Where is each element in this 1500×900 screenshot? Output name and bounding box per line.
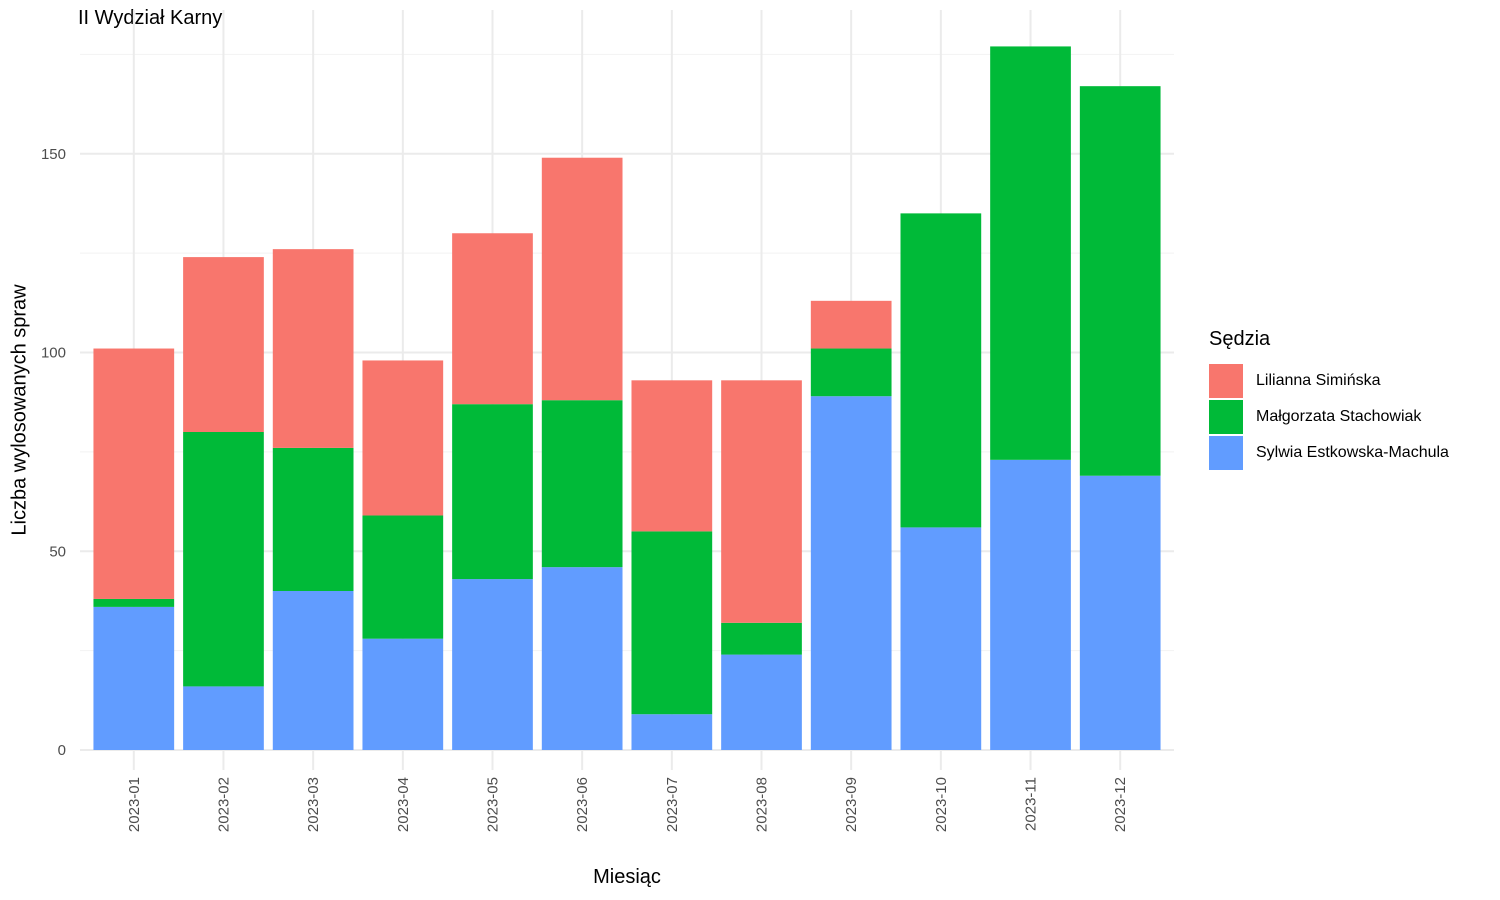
bar-segment <box>810 348 892 397</box>
x-tick-label: 2023-11 <box>1023 777 1040 831</box>
chart-title: II Wydział Karny <box>78 7 223 29</box>
legend-key <box>1209 436 1243 470</box>
x-tick-label: 2023-01 <box>126 777 143 832</box>
bar-segment <box>93 598 175 607</box>
x-tick-label: 2023-06 <box>574 777 591 832</box>
x-axis-ticks: 2023-01 2023-02 2023-03 2023-04 2023-05 2023-… <box>126 777 1129 832</box>
y-tick-label: 150 <box>41 146 66 163</box>
x-tick-label: 2023-07 <box>664 777 681 832</box>
bar-segment <box>631 531 713 715</box>
legend-item: Sylwia Estkowska-Machula <box>1209 435 1449 471</box>
bar-segment <box>93 348 175 599</box>
y-tick-label: 100 <box>41 345 66 362</box>
legend-title: Sędzia <box>1209 328 1271 350</box>
x-tick-label: 2023-09 <box>843 777 860 832</box>
bar-segment <box>990 46 1071 460</box>
legend-label: Lilianna Simińska <box>1256 372 1381 389</box>
x-tick-label: 2023-05 <box>484 777 501 832</box>
bar-segment <box>272 447 354 591</box>
bar-segment <box>452 404 533 580</box>
x-tick-label: 2023-12 <box>1112 777 1129 832</box>
bar-segment <box>810 300 892 349</box>
bar-segment <box>272 591 354 750</box>
y-axis-ticks: 0 50 100 150 <box>41 146 66 759</box>
bar-segment <box>990 459 1071 750</box>
bar-segment <box>631 380 713 532</box>
x-axis-label: Miesiąc <box>593 866 661 888</box>
bar-segment <box>1079 86 1161 476</box>
legend: Sędzia Lilianna Simińska Małgorzata Stach… <box>1209 328 1449 471</box>
y-tick-label: 50 <box>49 543 66 560</box>
bar-segment <box>900 213 982 528</box>
y-tick-label: 0 <box>58 742 66 759</box>
bar-segment <box>93 606 175 750</box>
bar-segment <box>452 233 533 405</box>
x-tick-label: 2023-04 <box>395 777 412 832</box>
bar-segment <box>1079 475 1161 750</box>
bar-segment <box>541 400 623 568</box>
bar-segment <box>810 396 892 750</box>
bar-segment <box>541 567 623 750</box>
legend-label: Sylwia Estkowska-Machula <box>1256 444 1449 461</box>
bar-segment <box>183 432 264 687</box>
legend-key <box>1209 400 1243 434</box>
x-tick-label: 2023-02 <box>215 777 232 832</box>
bar-segment <box>721 622 802 655</box>
legend-label: Małgorzata Stachowiak <box>1256 408 1422 425</box>
bar-segment <box>631 714 713 750</box>
x-tick-label: 2023-03 <box>305 777 322 832</box>
bar-segment <box>452 579 533 750</box>
x-tick-label: 2023-10 <box>933 777 950 832</box>
bar-segment <box>900 527 982 750</box>
bar-segment <box>541 157 623 401</box>
legend-item: Małgorzata Stachowiak <box>1209 399 1449 435</box>
bar-segment <box>362 515 444 639</box>
x-tick-label: 2023-08 <box>754 777 771 832</box>
bar-segment <box>362 638 444 750</box>
legend-item: Lilianna Simińska <box>1209 363 1449 399</box>
bar-segment <box>183 257 264 432</box>
bar-segment <box>183 686 264 750</box>
bar-segment <box>721 654 802 750</box>
bar-segment <box>272 249 354 448</box>
bar-segment <box>721 380 802 623</box>
bars <box>93 46 1161 750</box>
bar-segment <box>362 360 444 516</box>
legend-key <box>1209 364 1243 398</box>
